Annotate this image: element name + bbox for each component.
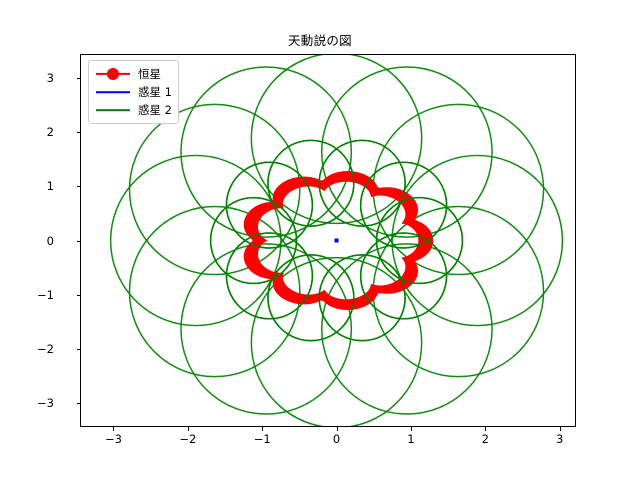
y-tick-label: 3 — [46, 71, 54, 86]
x-tick-mark — [113, 427, 115, 431]
x-tick-mark — [485, 427, 487, 431]
legend-circle-marker-icon — [107, 68, 119, 80]
series-planet1-center-marker — [334, 238, 339, 243]
y-tick-label: 0 — [46, 233, 54, 248]
legend-line — [96, 91, 130, 93]
x-tick-label: −3 — [104, 432, 122, 446]
legend-swatch-icon — [94, 65, 132, 83]
series-star-orbit-band — [209, 139, 464, 342]
x-tick-label: 0 — [332, 432, 341, 446]
y-tick-label: −2 — [37, 341, 54, 356]
x-tick-mark — [262, 427, 264, 431]
legend-label: 恒星 — [138, 67, 161, 81]
legend-label: 惑星 1 — [138, 85, 172, 99]
y-tick-mark — [76, 186, 80, 188]
chart-title: 天動説の図 — [287, 33, 352, 48]
x-tick-label: −2 — [179, 432, 197, 446]
y-tick-label: −3 — [37, 395, 54, 410]
legend-swatch-icon — [94, 101, 132, 119]
x-tick-label: −1 — [253, 432, 271, 446]
legend-line — [96, 109, 130, 111]
y-tick-mark — [76, 402, 80, 404]
y-tick-mark — [76, 348, 80, 350]
x-tick-mark — [410, 427, 412, 431]
x-tick-label: 3 — [555, 432, 564, 446]
plot-canvas — [109, 55, 564, 426]
y-tick-label: 1 — [46, 179, 54, 194]
y-tick-mark — [76, 78, 80, 80]
x-tick-mark — [559, 427, 561, 431]
y-tick-mark — [76, 240, 80, 242]
legend-item-1[interactable]: 恒星 — [94, 65, 172, 83]
legend-item-3[interactable]: 惑星 2 — [94, 101, 172, 119]
y-tick-label: 2 — [46, 125, 54, 140]
x-tick-label: 1 — [407, 432, 415, 446]
legend-label: 惑星 2 — [138, 103, 172, 117]
x-tick-mark — [187, 427, 189, 431]
y-tick-mark — [76, 294, 80, 296]
legend[interactable]: 恒星惑星 1 惑星 2 — [88, 60, 179, 124]
legend-swatch-icon — [94, 83, 132, 101]
x-tick-label: 2 — [481, 432, 489, 446]
x-tick-mark — [336, 427, 338, 431]
y-tick-mark — [76, 132, 80, 134]
legend-item-2[interactable]: 惑星 1 — [94, 83, 172, 101]
y-tick-label: −1 — [37, 287, 54, 302]
